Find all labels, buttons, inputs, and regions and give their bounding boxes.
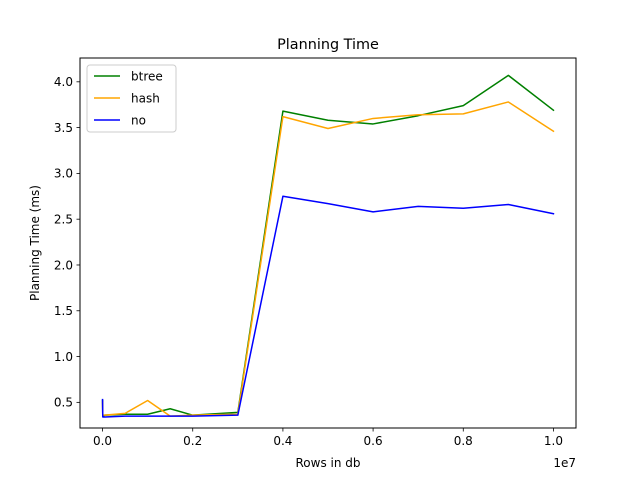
ticks-layer: 0.0 0.2 0.4 0.6 0.8 1.0 0.5 1.0 1.5 2.0 2.5 3.0 3.5 4… [54, 75, 563, 448]
y-tick-label: 1.5 [54, 304, 73, 318]
y-tick-label: 3.5 [54, 121, 73, 135]
series-line-no [101, 195, 555, 418]
plot-frame [79, 57, 577, 429]
x-tick-label: 0.4 [273, 434, 292, 448]
chart-title: Planning Time [277, 37, 379, 53]
legend-label-no: no [131, 113, 146, 127]
y-tick-label: 2.5 [54, 212, 73, 226]
x-tick-label: 0.8 [454, 434, 473, 448]
x-axis-label: Rows in db [295, 456, 360, 470]
y-tick-label: 2.0 [54, 258, 73, 272]
x-tick-label: 0.2 [183, 434, 202, 448]
y-tick-label: 1.0 [54, 350, 73, 364]
y-tick-label: 4.0 [54, 75, 73, 89]
x-tick-label: 0.0 [93, 434, 112, 448]
legend-label-btree: btree [131, 69, 163, 83]
x-tick-label: 1.0 [544, 434, 563, 448]
legend: btree hash no [86, 64, 177, 133]
series-layer [101, 74, 555, 418]
y-tick-label: 0.5 [54, 396, 73, 410]
y-axis-label: Planning Time (ms) [28, 185, 42, 301]
x-tick-label: 0.6 [364, 434, 383, 448]
x-axis-offset-label: 1e7 [553, 456, 576, 470]
legend-frame [86, 64, 177, 133]
legend-label-hash: hash [131, 91, 160, 105]
y-tick-label: 3.0 [54, 167, 73, 181]
